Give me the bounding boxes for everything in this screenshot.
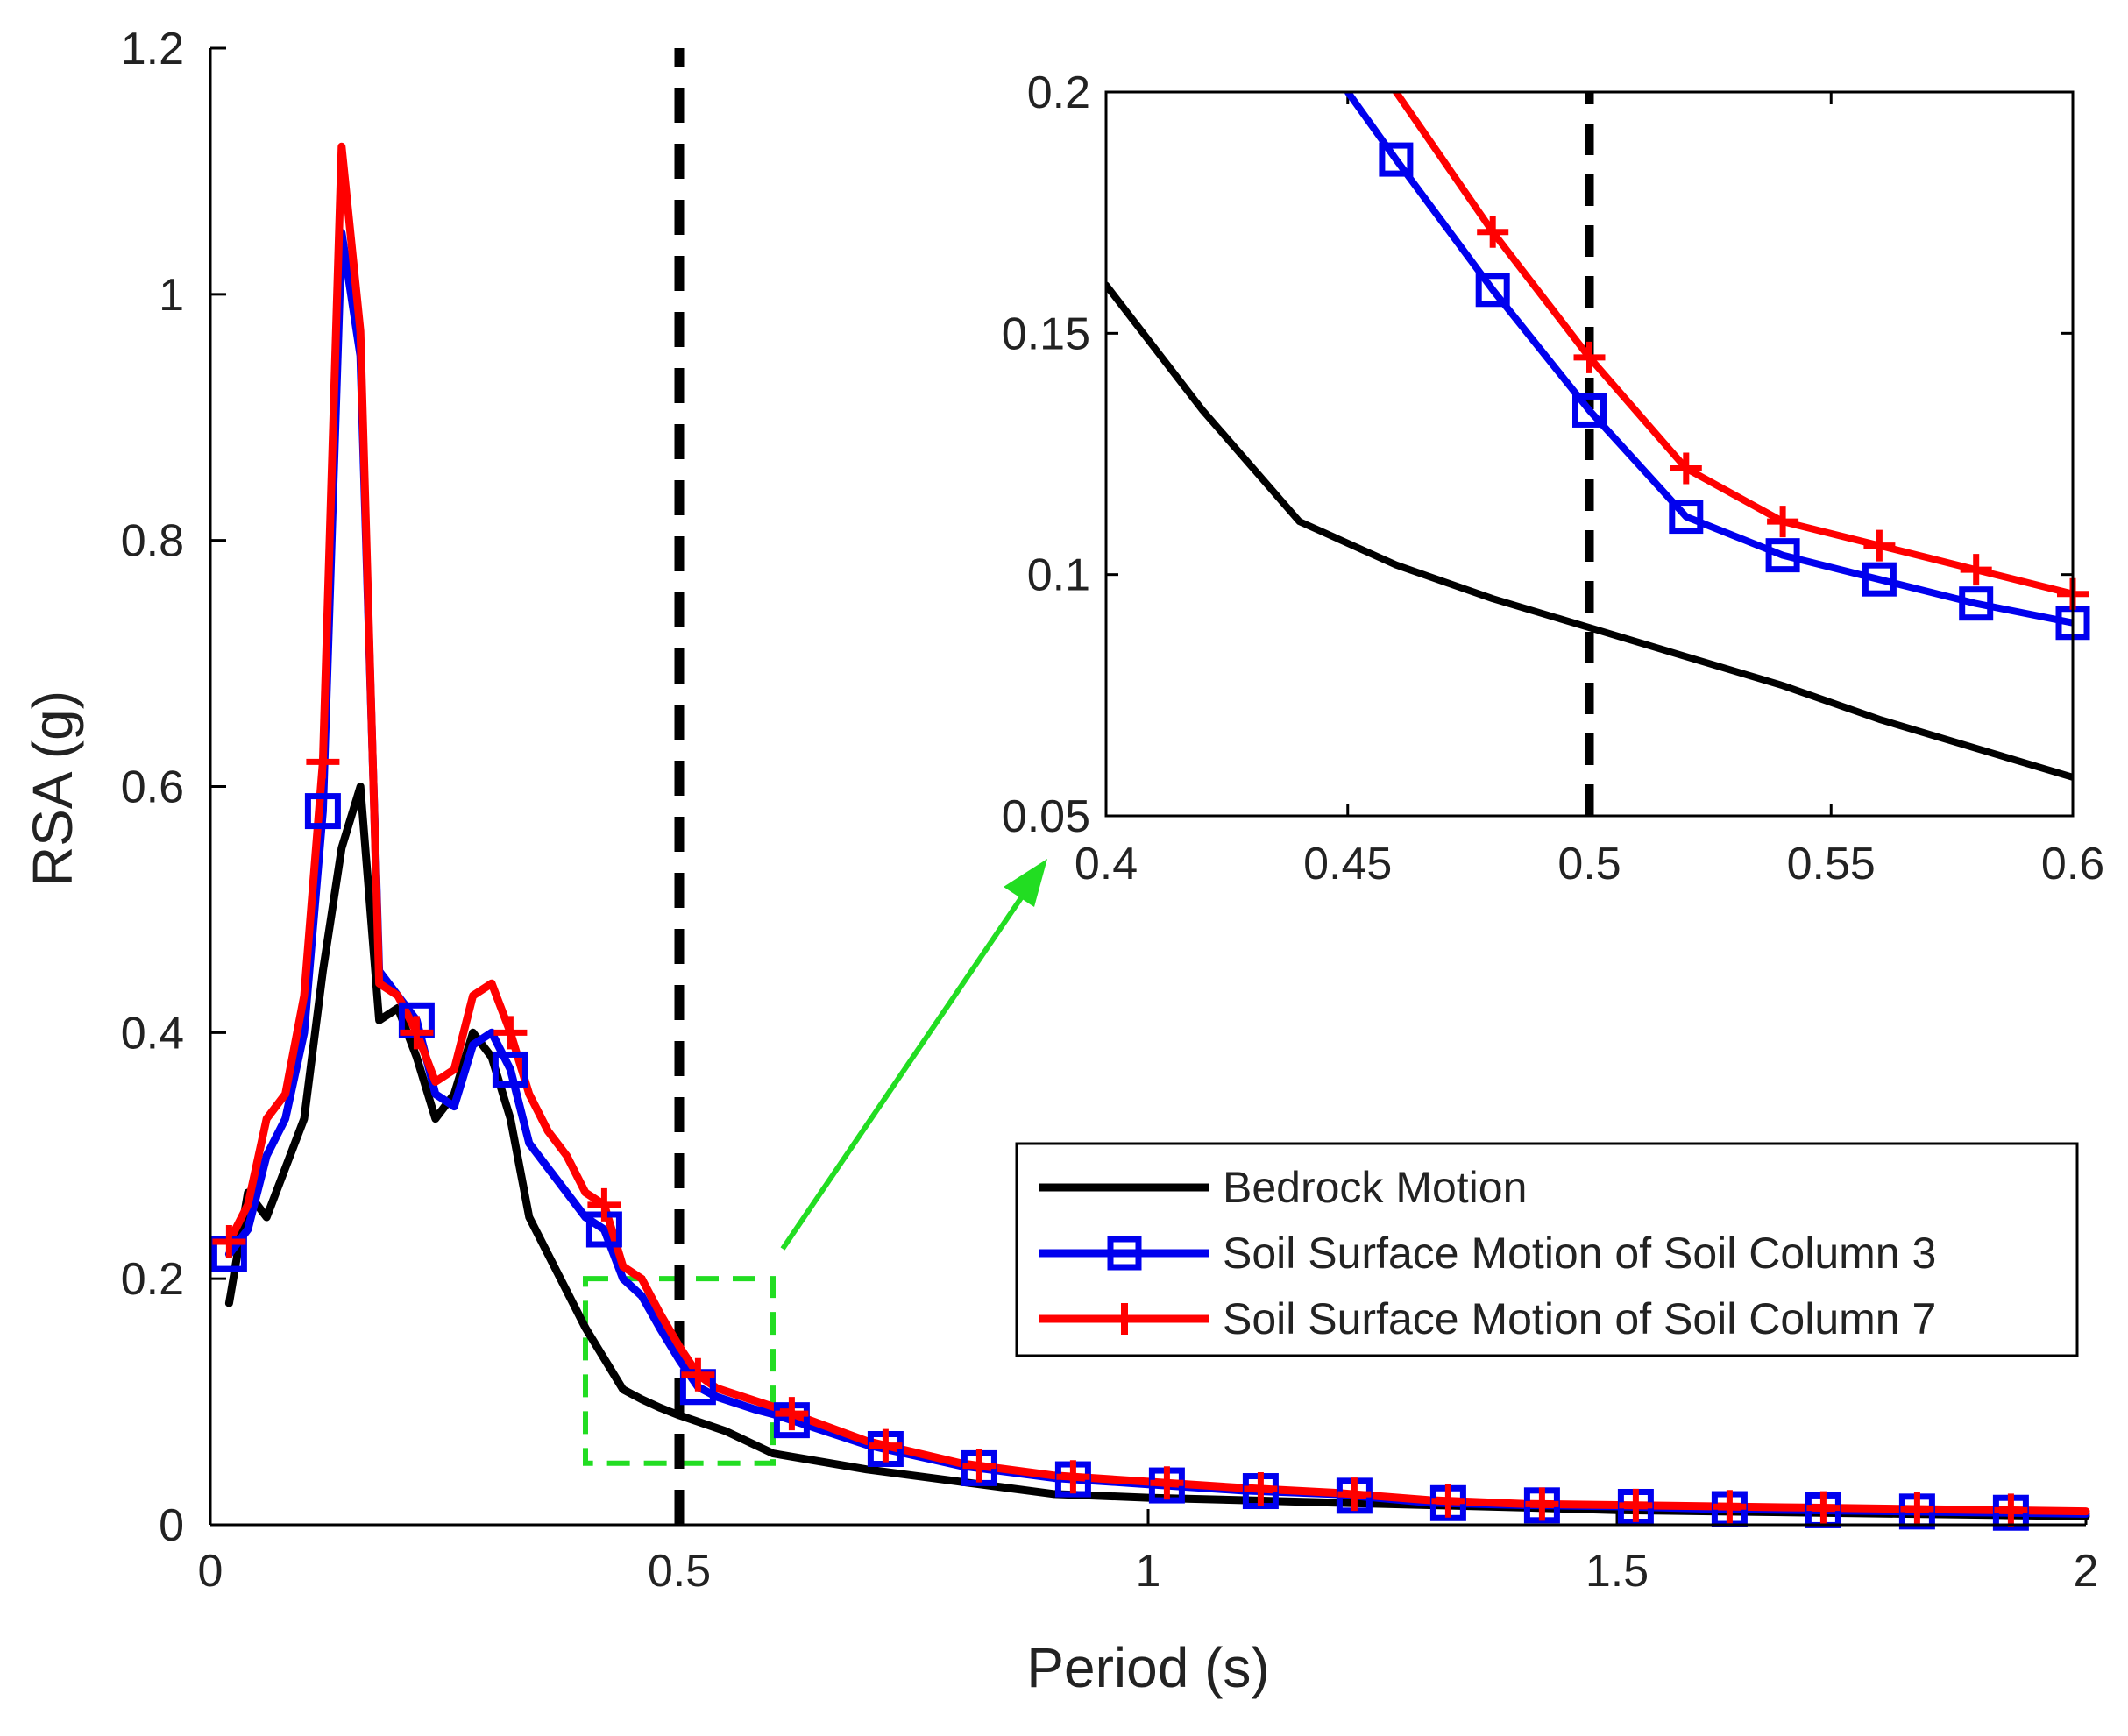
inset-y-tick-label: 0.05 <box>1002 791 1090 842</box>
inset-x-tick-label: 0.6 <box>2041 839 2104 889</box>
legend-label-column-7: Soil Surface Motion of Soil Column 7 <box>1223 1294 1936 1343</box>
inset-marker-plus <box>1670 452 1702 485</box>
inset-y-tick-label: 0.15 <box>1002 308 1090 359</box>
legend-label-bedrock: Bedrock Motion <box>1223 1163 1527 1212</box>
inset-marker-square <box>1572 393 1607 428</box>
main-marker-plus <box>1056 1460 1090 1494</box>
main-marker-plus <box>1619 1488 1653 1522</box>
inset-border <box>1104 90 2075 818</box>
inset-marker-plus <box>1863 529 1896 562</box>
inset-y-tick-label: 0.2 <box>1027 67 1090 118</box>
inset-marker-square <box>1862 562 1897 597</box>
main-marker-square <box>304 793 341 830</box>
legend-entry-column-3: Soil Surface Motion of Soil Column 3 <box>1039 1229 1936 1278</box>
main-marker-plus <box>587 1187 621 1222</box>
zoom-arrow-head <box>1004 859 1047 907</box>
inset-y-tick-label: 0.1 <box>1027 550 1090 601</box>
main-marker-plus <box>962 1449 997 1483</box>
inset-marker-square <box>1765 538 1800 573</box>
inset-series-line-column-3 <box>1344 92 2073 627</box>
inset-marker-square <box>1475 273 1510 308</box>
main-y-tick-label: 0.4 <box>121 1008 184 1059</box>
legend-entry-column-7: Soil Surface Motion of Soil Column 7 <box>1039 1294 1936 1343</box>
main-marker-plus <box>212 1225 246 1259</box>
inset-chart: 0.4 0.45 0.5 0.55 0.6 0.05 0.1 0.15 0.2 <box>1002 67 2104 889</box>
inset-marker-plus <box>1960 554 1992 586</box>
inset-x-tick-label: 0.5 <box>1557 839 1621 889</box>
main-marker-plus <box>775 1397 809 1431</box>
legend-marker-square <box>1107 1236 1142 1271</box>
inset-series-line-bedrock <box>1106 281 2073 781</box>
main-marker-square <box>492 1051 528 1088</box>
main-marker-plus <box>1806 1491 1841 1525</box>
inset-marker-square <box>1669 500 1704 535</box>
inset-marker-square <box>1379 142 1414 177</box>
main-x-tick-label: 0 <box>198 1546 223 1597</box>
main-x-tick-label: 2 <box>2074 1546 2099 1597</box>
main-marker-plus <box>1900 1492 1934 1527</box>
main-x-tick-label: 1 <box>1136 1546 1161 1597</box>
main-tick-labels: 0 0.5 1 1.5 2 0 0.2 0.4 0.6 0.8 1 1.2 <box>121 24 2099 1597</box>
main-y-tick-label: 0.2 <box>121 1254 184 1305</box>
main-marker-plus <box>1713 1490 1747 1524</box>
inset-x-tick-label: 0.55 <box>1787 839 1876 889</box>
legend: Bedrock Motion Soil Surface Motion of So… <box>1015 1142 2079 1357</box>
inset-x-tick-label: 0.45 <box>1303 839 1392 889</box>
main-marker-plus <box>1150 1466 1184 1500</box>
legend-entry-bedrock: Bedrock Motion <box>1039 1163 1527 1212</box>
main-y-tick-label: 1.2 <box>121 24 184 74</box>
main-x-tick-label: 1.5 <box>1585 1546 1649 1597</box>
inset-marker-square <box>1959 586 1994 621</box>
legend-label-column-3: Soil Surface Motion of Soil Column 3 <box>1223 1229 1936 1278</box>
inset-marker-plus <box>1477 216 1509 248</box>
main-chart: 0 0.5 1 1.5 2 0 0.2 0.4 0.6 0.8 1 1.2 Period (s) RS… <box>21 24 2098 1699</box>
main-y-tick-label: 1 <box>159 270 184 321</box>
main-y-tick-label: 0.6 <box>121 762 184 813</box>
inset-x-tick-label: 0.4 <box>1075 839 1138 889</box>
zoom-arrow-shaft <box>780 883 1032 1251</box>
inset-marker-plus <box>1573 341 1606 373</box>
main-marker-plus <box>306 745 340 779</box>
main-series-line-column-7 <box>224 142 2090 1516</box>
main-y-tick-label: 0 <box>159 1500 184 1551</box>
main-marker-plus <box>1431 1484 1465 1518</box>
main-marker-plus <box>493 1016 528 1050</box>
main-y-axis-title: RSA (g) <box>21 691 84 887</box>
main-y-tick-label: 0.8 <box>121 516 184 567</box>
main-marker-plus <box>1525 1487 1559 1521</box>
main-plot-area <box>210 48 2090 1531</box>
inset-marker-plus <box>1767 506 1799 538</box>
main-marker-plus <box>1244 1472 1278 1506</box>
inset-plot-area <box>1106 92 2090 816</box>
main-marker-plus <box>869 1428 903 1463</box>
main-marker-plus <box>681 1357 715 1392</box>
inset-series-line-column-7 <box>1392 92 2073 598</box>
main-marker-plus <box>1994 1493 2028 1527</box>
main-x-tick-label: 0.5 <box>648 1546 711 1597</box>
main-x-axis-title: Period (s) <box>1026 1636 1269 1699</box>
zoom-arrow <box>780 859 1047 1251</box>
inset-tick-labels: 0.4 0.45 0.5 0.55 0.6 0.05 0.1 0.15 0.2 <box>1002 67 2104 889</box>
main-marker-plus <box>400 1016 434 1050</box>
legend-marker-plus <box>1109 1303 1140 1335</box>
main-marker-plus <box>1337 1477 1372 1512</box>
